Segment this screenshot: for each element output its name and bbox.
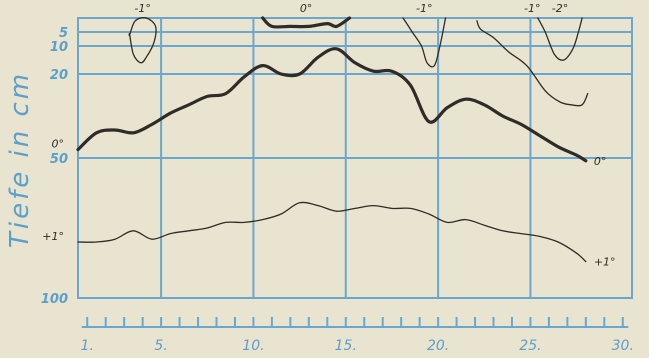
isotherm-label: -1° — [416, 2, 432, 15]
isotherm-line — [128, 17, 157, 64]
isotherm-label: -1° — [524, 2, 540, 15]
isotherm-label: 0° — [300, 2, 313, 15]
isotherm-line — [77, 201, 587, 263]
isotherm-label: +1° — [42, 230, 64, 243]
y-axis-title: Tiefe in cm — [5, 71, 35, 248]
isotherm-label: -1° — [134, 2, 150, 15]
isotherm-line — [476, 20, 589, 107]
y-tick-label: 10 — [50, 40, 68, 55]
isotherm-line — [402, 17, 447, 68]
isotherm-line — [76, 47, 588, 163]
x-tick-label: 30. — [612, 338, 634, 354]
isotherm-line — [537, 17, 583, 61]
isotherm-label: -2° — [552, 2, 568, 15]
isotherm-label: +1° — [594, 256, 616, 269]
isotherm-label: 0° — [52, 138, 65, 151]
x-tick-label: 1. — [81, 338, 94, 354]
isotherm-line — [261, 16, 352, 29]
y-tick-label: 100 — [41, 292, 68, 307]
x-tick-label: 20. — [427, 338, 449, 354]
y-tick-label: 20 — [50, 68, 68, 83]
y-tick-label: 5 — [59, 26, 68, 41]
isotherm-label: 0° — [594, 155, 607, 168]
x-tick-label: 15. — [335, 338, 357, 354]
y-tick-label: 50 — [50, 152, 68, 167]
x-tick-label: 10. — [242, 338, 264, 354]
x-tick-label: 5. — [154, 338, 167, 354]
x-tick-label: 25. — [519, 338, 541, 354]
